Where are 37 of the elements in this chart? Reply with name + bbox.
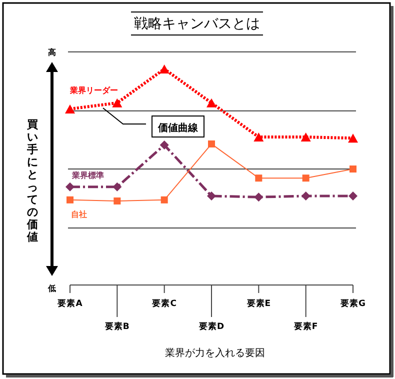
point (159, 64, 170, 74)
point (348, 134, 358, 143)
point (66, 182, 74, 192)
x-axis-title: 業界が力を入れる要因 (165, 347, 265, 359)
annotation: 価値曲線 (157, 122, 199, 134)
point (301, 192, 310, 201)
point (66, 196, 74, 204)
point (160, 140, 169, 150)
x-tick-label: 要素A (56, 298, 83, 309)
series-label: 業界標準 (71, 171, 104, 180)
point (350, 166, 356, 173)
point (254, 192, 264, 202)
point (208, 140, 215, 148)
point (254, 132, 264, 142)
series-label: 業界リーダー (69, 86, 118, 95)
x-tick-label: 要素G (340, 298, 366, 309)
point (207, 192, 216, 201)
point (302, 174, 310, 182)
text: 高 (48, 47, 56, 57)
point (255, 174, 262, 182)
x-tick-label: 要素F (292, 321, 318, 332)
point (206, 98, 216, 108)
point (114, 197, 121, 204)
x-tick-label: 要素E (246, 298, 271, 309)
point (112, 182, 122, 192)
series-label: 自社 (71, 210, 87, 219)
x-tick-label: 要素C (151, 298, 176, 309)
point (65, 104, 75, 114)
point (160, 196, 168, 204)
point (300, 132, 311, 142)
x-tick-label: 要素D (198, 321, 224, 332)
text: 買い手にとっての価値 (27, 118, 38, 244)
point (112, 98, 122, 108)
x-tick-label: 要素B (104, 321, 130, 332)
chart-title: 戦略キャンバスとは (134, 16, 260, 32)
point (348, 192, 358, 201)
text: 低 (47, 284, 56, 293)
